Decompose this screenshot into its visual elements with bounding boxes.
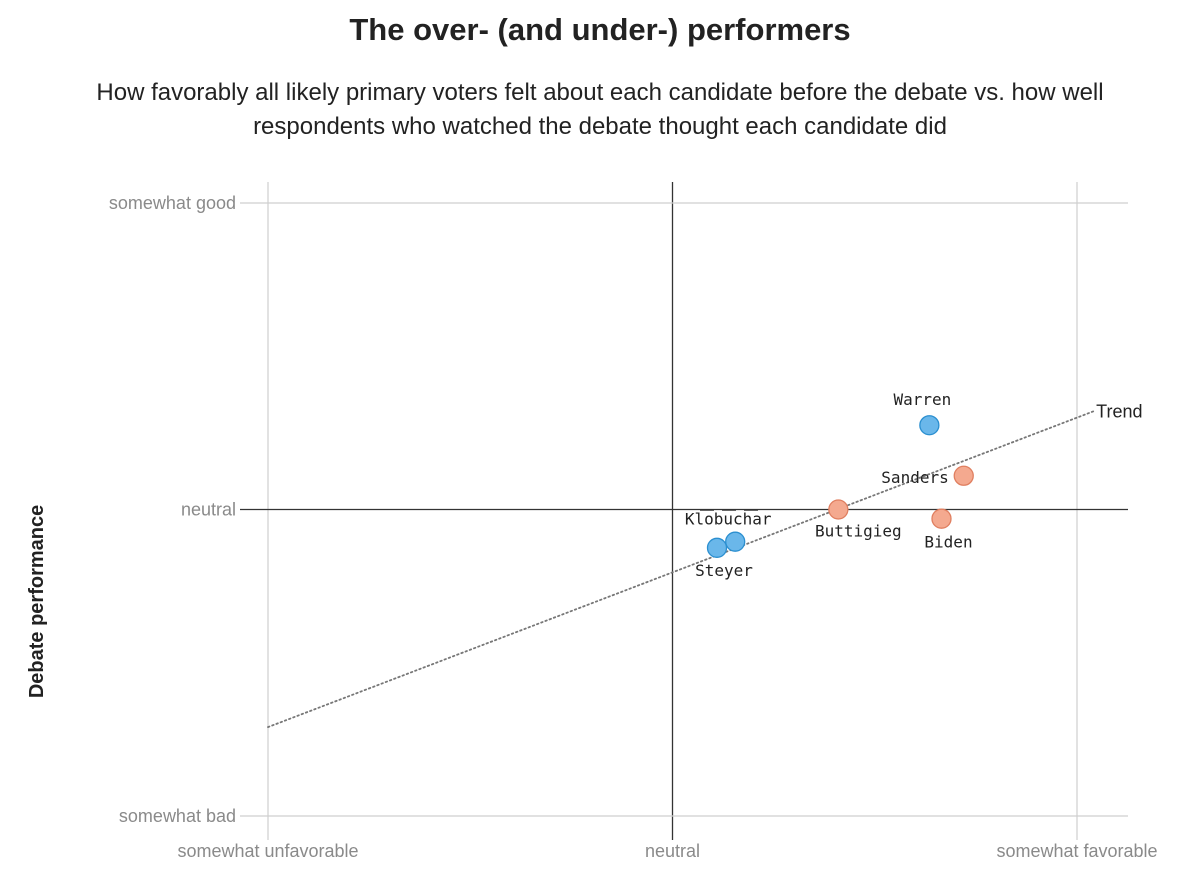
point-warren[interactable] — [919, 415, 940, 436]
y-tick-label: neutral — [181, 500, 236, 520]
chart-title: The over- (and under-) performers — [349, 12, 851, 47]
y-tick-label: somewhat bad — [119, 806, 236, 826]
x-tick-label: somewhat favorable — [996, 841, 1157, 861]
y-tick-label: somewhat good — [109, 193, 236, 213]
point-label: Klobuchar — [685, 510, 772, 529]
trend-label: Trend — [1096, 401, 1142, 421]
x-tick-label: somewhat unfavorable — [177, 841, 358, 861]
point-label: Sanders — [881, 468, 948, 487]
point-label: Steyer — [695, 561, 753, 580]
x-tick-label: neutral — [645, 841, 700, 861]
point-sanders[interactable] — [953, 465, 974, 486]
point-biden[interactable] — [931, 508, 952, 529]
point-label: Buttigieg — [815, 522, 902, 541]
trend-line — [267, 410, 1095, 729]
point-steyer[interactable] — [706, 537, 728, 558]
point-label: Biden — [924, 533, 972, 552]
chart-subtitle: How favorably all likely primary voters … — [96, 79, 1104, 140]
point-buttigieg[interactable] — [828, 499, 849, 520]
point-label: Warren — [893, 390, 951, 409]
y-axis-title: Debate performance — [26, 505, 48, 698]
point-klobuchar[interactable] — [725, 531, 746, 552]
